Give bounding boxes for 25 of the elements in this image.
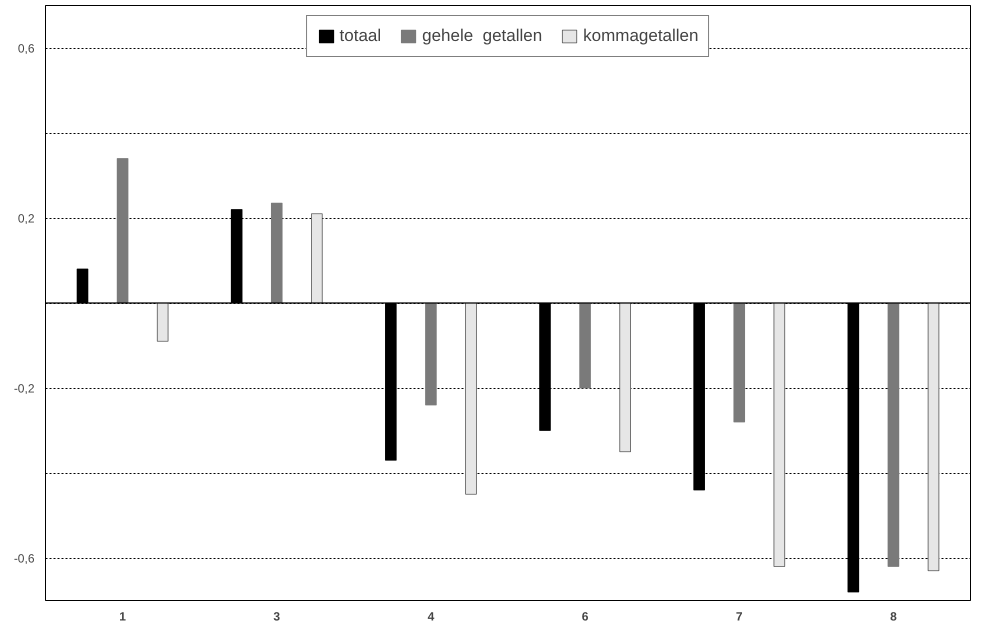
- x-tick-label: 1: [119, 610, 126, 624]
- bar: [733, 302, 746, 422]
- x-tick-label: 6: [582, 610, 589, 624]
- bar: [156, 302, 168, 342]
- bar: [888, 302, 900, 567]
- legend-label: kommagetallen: [583, 26, 698, 46]
- y-tick-label: -0,6: [14, 552, 35, 566]
- bar: [928, 302, 940, 572]
- x-tick-label: 8: [890, 610, 898, 624]
- legend-label: gehele getallen: [422, 26, 542, 46]
- bar: [619, 302, 631, 452]
- y-tick-label: 0,6: [18, 42, 35, 56]
- legend-label: totaal: [340, 26, 382, 46]
- x-tick-label: 3: [273, 610, 280, 624]
- bar: [311, 213, 323, 304]
- bar: [774, 302, 786, 567]
- x-tick-label: 7: [736, 610, 743, 624]
- bar: [116, 158, 128, 304]
- x-tick-label: 4: [428, 610, 435, 624]
- bar: [425, 302, 437, 406]
- y-tick-label: -0,2: [14, 382, 35, 396]
- y-tick-label: 0,2: [18, 212, 35, 226]
- bar: [579, 302, 591, 388]
- bar: [465, 302, 477, 495]
- bar: [270, 202, 283, 304]
